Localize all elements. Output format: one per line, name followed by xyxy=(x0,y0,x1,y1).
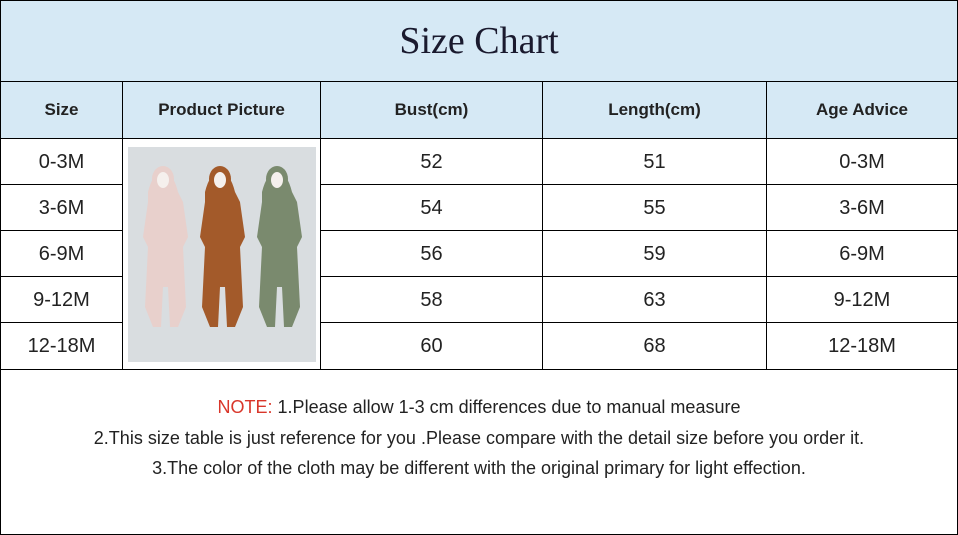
header-length: Length(cm) xyxy=(543,82,767,138)
note-label: NOTE: xyxy=(218,397,273,417)
table-cell: 0-3M xyxy=(1,139,123,185)
table-cell: 51 xyxy=(543,139,767,185)
table-cell: 3-6M xyxy=(767,185,957,231)
bust-column: 52 54 56 58 60 xyxy=(321,139,543,369)
size-column: 0-3M 3-6M 6-9M 9-12M 12-18M xyxy=(1,139,123,369)
table-cell: 60 xyxy=(321,323,543,369)
title-bar: Size Chart xyxy=(1,1,957,82)
table-cell: 9-12M xyxy=(767,277,957,323)
chart-title: Size Chart xyxy=(399,20,558,62)
data-columns: 52 54 56 58 60 51 55 59 63 68 0-3M 3-6M … xyxy=(321,139,957,369)
table-cell: 6-9M xyxy=(1,231,123,277)
table-cell: 52 xyxy=(321,139,543,185)
note-line-2: 2.This size table is just reference for … xyxy=(31,423,927,454)
note-line-1: NOTE: 1.Please allow 1-3 cm differences … xyxy=(31,392,927,423)
table-cell: 0-3M xyxy=(767,139,957,185)
product-image xyxy=(128,147,316,362)
table-cell: 12-18M xyxy=(1,323,123,369)
header-picture: Product Picture xyxy=(123,82,321,138)
table-body: 0-3M 3-6M 6-9M 9-12M 12-18M xyxy=(1,139,957,370)
notes-section: NOTE: 1.Please allow 1-3 cm differences … xyxy=(1,370,957,494)
table-header-row: Size Product Picture Bust(cm) Length(cm)… xyxy=(1,82,957,139)
note-text: 1.Please allow 1-3 cm differences due to… xyxy=(273,397,741,417)
table-cell: 12-18M xyxy=(767,323,957,369)
header-size: Size xyxy=(1,82,123,138)
size-chart-container: Size Chart Size Product Picture Bust(cm)… xyxy=(0,0,958,535)
table: Size Product Picture Bust(cm) Length(cm)… xyxy=(1,82,957,370)
table-cell: 63 xyxy=(543,277,767,323)
table-cell: 68 xyxy=(543,323,767,369)
table-cell: 3-6M xyxy=(1,185,123,231)
age-column: 0-3M 3-6M 6-9M 9-12M 12-18M xyxy=(767,139,957,369)
header-age: Age Advice xyxy=(767,82,957,138)
table-cell: 56 xyxy=(321,231,543,277)
length-column: 51 55 59 63 68 xyxy=(543,139,767,369)
table-cell: 6-9M xyxy=(767,231,957,277)
table-cell: 9-12M xyxy=(1,277,123,323)
table-cell: 55 xyxy=(543,185,767,231)
table-cell: 54 xyxy=(321,185,543,231)
product-picture-cell xyxy=(123,139,321,369)
table-cell: 59 xyxy=(543,231,767,277)
header-bust: Bust(cm) xyxy=(321,82,543,138)
table-cell: 58 xyxy=(321,277,543,323)
note-line-3: 3.The color of the cloth may be differen… xyxy=(31,453,927,484)
